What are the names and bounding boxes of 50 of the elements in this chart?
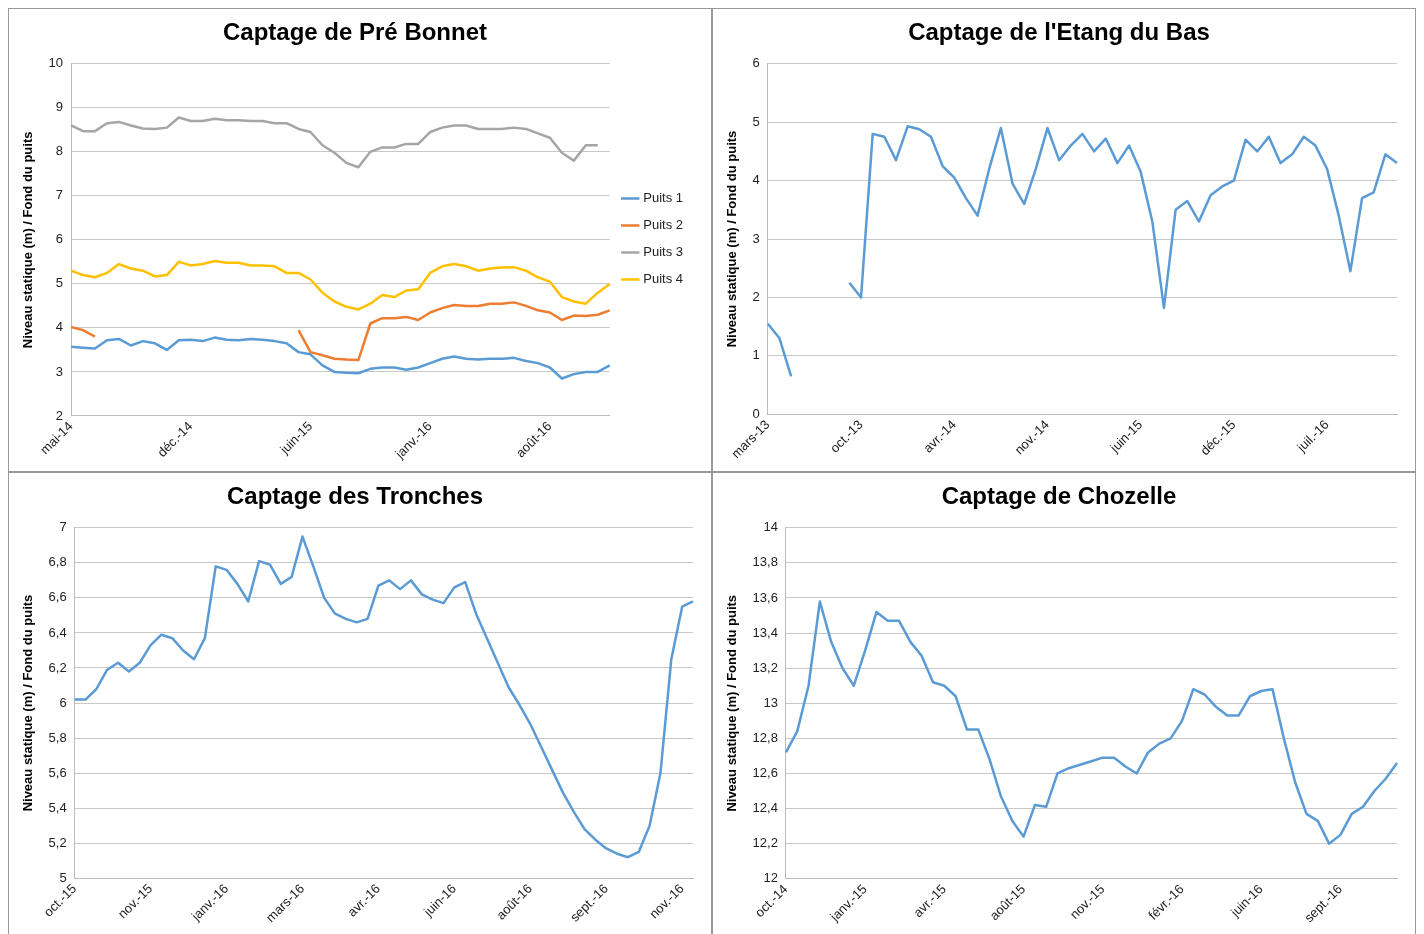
legend-label: Puits 2 [643,217,684,233]
y-tick-label: 10 [48,55,64,71]
y-axis-title: Niveau statique (m) / Fond du puits [724,594,740,812]
y-axis-title: Niveau statique (m) / Fond du puits [724,130,740,348]
y-tick-label: 7 [55,187,64,203]
y-tick-label: 6,2 [48,659,67,675]
chart-title: Captage des Tronches [226,482,484,510]
y-tick-label: 5,2 [48,834,67,850]
y-tick-label: 13 [763,694,778,710]
y-tick-label: 3 [752,230,760,246]
y-tick-label: 12,8 [752,729,778,745]
y-tick-label: 6,6 [48,589,67,605]
y-tick-label: 12,6 [752,765,778,781]
y-tick-label: 12 [763,870,778,886]
y-tick-label: 2 [55,407,64,423]
y-tick-label: 13,6 [752,589,778,605]
chart-title: Captage de Chozelle [941,482,1177,510]
legend-label: Puits 1 [643,190,684,206]
y-tick-label: 5,4 [48,799,67,815]
y-tick-label: 1 [752,347,760,363]
legend-label: Puits 3 [643,244,684,260]
y-tick-label: 5 [55,275,64,291]
y-tick-label: 6 [55,231,64,247]
chart-title: Captage de l'Etang du Bas [908,18,1210,46]
y-tick-label: 5 [59,869,67,885]
y-tick-label: 5 [752,113,760,129]
y-tick-label: 13,8 [752,554,778,570]
chart-title: Captage de Pré Bonnet [222,18,488,46]
y-tick-label: 6,8 [48,554,67,570]
y-tick-label: 8 [55,143,64,159]
y-axis-title: Niveau statique (m) / Fond du puits [20,131,36,349]
y-tick-label: 13,4 [752,624,778,640]
y-tick-label: 7 [59,519,67,535]
y-tick-label: 6 [59,694,67,710]
y-tick-label: 3 [55,363,64,379]
y-tick-label: 0 [752,405,760,421]
y-tick-label: 6 [752,55,760,71]
y-tick-label: 14 [763,519,778,535]
y-tick-label: 5,8 [48,729,67,745]
y-tick-label: 4 [752,172,760,188]
y-tick-label: 9 [55,99,64,115]
y-tick-label: 12,4 [752,800,778,816]
y-tick-label: 6,4 [48,624,67,640]
legend-label: Puits 4 [643,271,684,287]
y-axis-title: Niveau statique (m) / Fond du puits [20,594,36,812]
y-tick-label: 4 [55,319,64,335]
y-tick-label: 13,2 [752,659,778,675]
y-tick-label: 12,2 [752,835,778,851]
y-tick-label: 2 [752,289,760,305]
y-tick-label: 5,6 [48,764,67,780]
